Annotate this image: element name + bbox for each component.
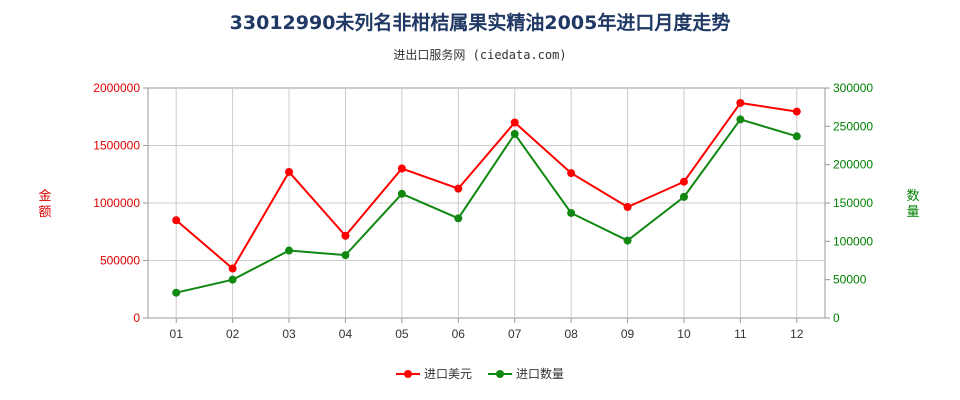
series-line-2 <box>175 118 798 294</box>
data-point-series-1 <box>623 203 632 212</box>
series-line-1 <box>175 101 797 271</box>
right-tick-label: 100000 <box>833 234 873 248</box>
chart-title: 33012990未列名非柑桔属果实精油2005年进口月度走势 <box>229 12 731 34</box>
left-axis-title: 金 <box>38 188 51 204</box>
data-point-series-2 <box>510 130 519 138</box>
data-point-series-1 <box>679 177 688 186</box>
x-tick-label: 11 <box>734 327 747 341</box>
right-tick-label: 0 <box>833 311 840 325</box>
data-point-series-2 <box>341 251 350 260</box>
data-point-series-1 <box>228 264 237 273</box>
right-tick-label: 250000 <box>833 119 873 133</box>
x-tick-label: 05 <box>395 327 409 341</box>
data-point-series-2 <box>454 214 463 223</box>
data-point-series-1 <box>172 216 181 225</box>
legend-label: 进口数量 <box>516 366 564 381</box>
x-tick-label: 10 <box>677 327 691 341</box>
data-point-series-1 <box>341 231 350 240</box>
data-point-series-2 <box>172 288 181 297</box>
data-point-series-2 <box>285 246 294 255</box>
x-tick-label: 07 <box>508 327 522 341</box>
legend-marker <box>404 370 412 378</box>
legend-label: 进口美元 <box>424 367 472 381</box>
data-point-series-1 <box>454 184 463 193</box>
x-tick-label: 01 <box>170 327 184 341</box>
data-point-series-1 <box>510 118 519 127</box>
left-tick-label: 1500000 <box>93 139 140 153</box>
right-tick-label: 50000 <box>833 273 867 287</box>
left-tick-label: 2000000 <box>93 81 140 95</box>
left-tick-label: 0 <box>133 311 140 325</box>
right-tick-label: 200000 <box>833 158 873 172</box>
data-point-series-2 <box>623 236 632 245</box>
chart-subtitle: 进出口服务网 (ciedata.com) <box>393 48 567 62</box>
data-point-series-2 <box>679 192 688 201</box>
legend-marker <box>496 370 504 378</box>
right-tick-label: 300000 <box>833 81 873 95</box>
data-point-series-1 <box>567 169 576 178</box>
data-point-series-1 <box>736 98 745 107</box>
x-tick-label: 09 <box>621 327 635 341</box>
data-point-series-1 <box>792 107 801 116</box>
x-tick-label: 02 <box>226 327 240 341</box>
left-axis-title: 额 <box>38 205 51 220</box>
right-tick-label: 150000 <box>833 196 873 210</box>
data-point-series-2 <box>792 132 801 141</box>
data-point-series-2 <box>228 275 237 284</box>
x-tick-label: 03 <box>282 327 296 341</box>
x-tick-label: 08 <box>564 327 578 341</box>
data-point-series-2 <box>567 208 576 217</box>
left-tick-label: 1000000 <box>93 196 140 210</box>
data-point-series-2 <box>736 115 745 124</box>
right-axis-title: 量 <box>906 205 919 220</box>
data-point-series-2 <box>397 189 406 198</box>
x-tick-label: 06 <box>452 327 466 341</box>
x-tick-label: 12 <box>790 327 804 341</box>
data-point-series-1 <box>397 164 406 173</box>
data-point-series-1 <box>285 167 294 176</box>
left-tick-label: 500000 <box>100 254 140 268</box>
right-axis-title: 数 <box>906 189 919 204</box>
x-tick-label: 04 <box>339 327 353 341</box>
